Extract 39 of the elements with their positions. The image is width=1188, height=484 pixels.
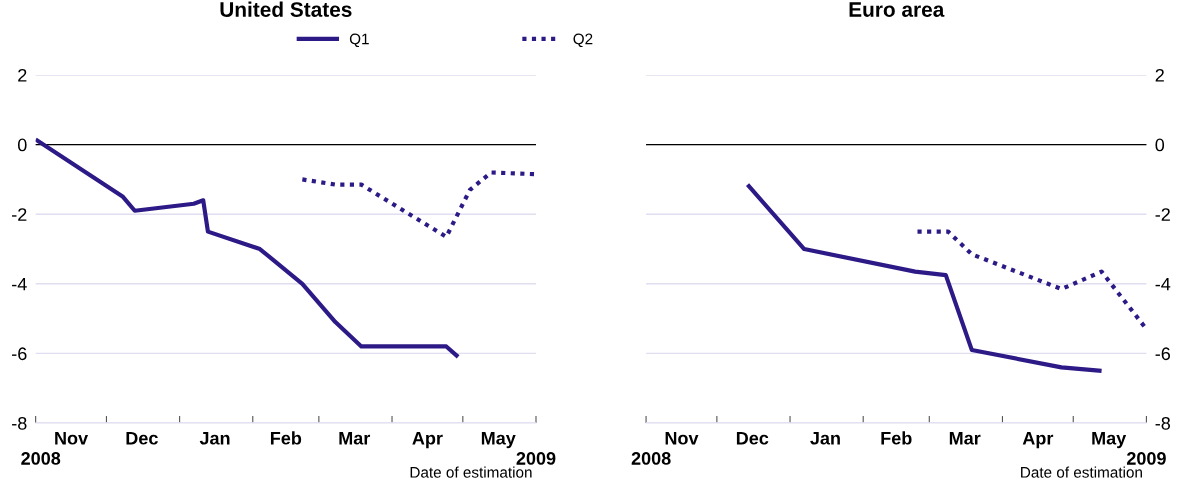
x-tick-label: Nov — [665, 432, 699, 445]
y-tick-label: -6 — [1155, 347, 1171, 361]
x-tick-label: Apr — [412, 432, 443, 449]
line-series — [300, 170, 536, 239]
line-series — [745, 182, 1104, 373]
y-tick-label: 0 — [1155, 138, 1165, 152]
y-tick-label: 2 — [1155, 68, 1164, 82]
text: 2009 — [1126, 452, 1166, 465]
y-tick-label: -2 — [12, 208, 27, 221]
x-axis-title: Date of estimation — [410, 466, 532, 478]
line-series — [35, 137, 461, 359]
x-tick-label: Dec — [126, 432, 158, 445]
x-tick-label: Feb — [881, 431, 912, 445]
y-tick-label: -6 — [12, 347, 27, 361]
text: 2009 — [516, 452, 556, 465]
legend-label: Q1 — [349, 33, 369, 48]
x-tick-label: Jan — [199, 432, 230, 445]
x-tick-label: Nov — [55, 432, 89, 445]
x-tick-label: Mar — [949, 432, 981, 445]
x-tick-label: May — [1092, 432, 1127, 449]
text: 2008 — [631, 452, 671, 465]
y-tick-label: -8 — [1155, 416, 1171, 430]
chart-title: United States — [220, 1, 352, 17]
x-tick-label: Jan — [810, 432, 840, 445]
y-tick-label: 0 — [17, 138, 27, 152]
x-tick-label: May — [481, 432, 516, 449]
y-tick-label: -8 — [12, 416, 27, 430]
y-tick-label: -2 — [1155, 208, 1170, 221]
x-tick-label: Mar — [339, 432, 371, 445]
x-tick-label: Feb — [270, 431, 302, 445]
text: 2008 — [21, 452, 61, 465]
y-tick-label: -4 — [1155, 277, 1171, 291]
legend-label: Q2 — [573, 33, 593, 48]
x-tick-label: Dec — [736, 432, 769, 445]
y-tick-label: 2 — [18, 68, 27, 82]
chart-title: Euro area — [849, 2, 945, 17]
x-tick-label: Apr — [1022, 432, 1054, 449]
x-axis-title: Date of estimation — [1021, 466, 1142, 478]
y-tick-label: -4 — [12, 277, 27, 291]
